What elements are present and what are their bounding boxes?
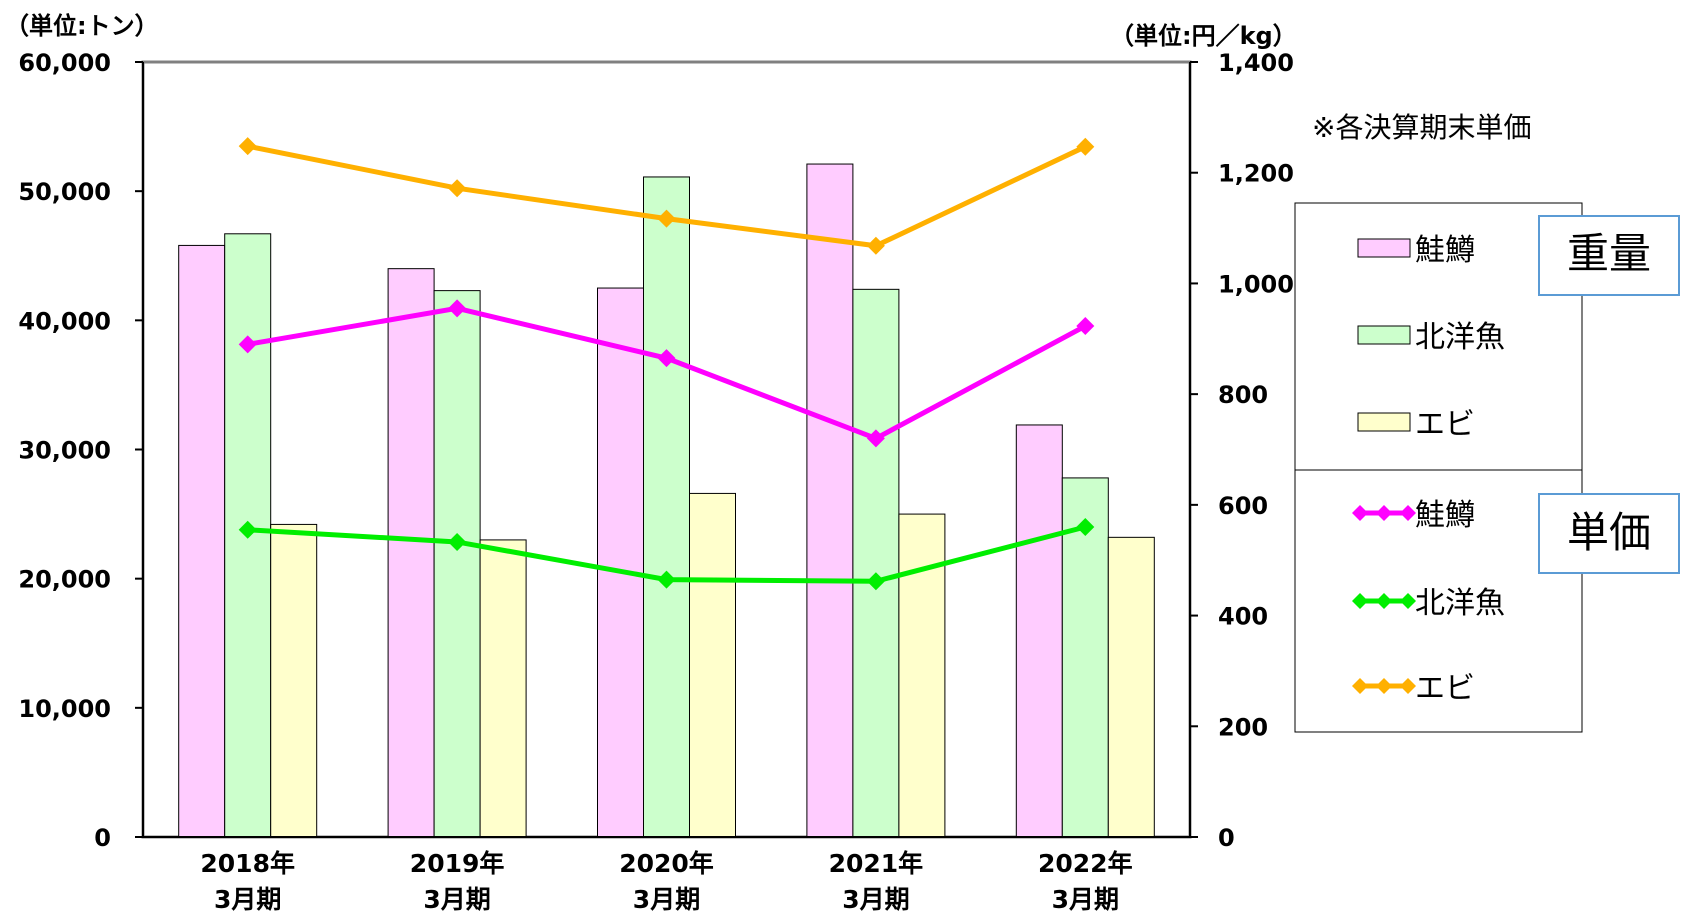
left-tick-label: 20,000	[18, 566, 111, 594]
right-tick-label: 1,000	[1218, 270, 1294, 298]
bar-3-5	[1107, 536, 1155, 838]
price-point-1-5	[1076, 317, 1095, 336]
x-axis-ticks: 2018年 3月期 2019年 3月期 2020年 3月期 2021年 3月期 2022年 3月期	[200, 849, 1132, 914]
bar-2-2	[433, 290, 481, 838]
price-point-3-5	[1076, 137, 1095, 156]
legend-swatch-bar-2	[1357, 325, 1411, 345]
price-point-2-4	[866, 572, 885, 591]
right-tick-label: 400	[1218, 603, 1268, 631]
bar-3-1	[270, 523, 318, 838]
legend-marker	[1376, 678, 1392, 694]
left-tick-label: 40,000	[18, 307, 111, 335]
left-tick-label: 30,000	[18, 437, 111, 465]
left-axis-ticks: 0 10,000 20,000 30,000 40,000 50,000 60,000	[18, 49, 143, 852]
x-tick-label: 2020年 3月期	[619, 849, 714, 914]
legend-group-price-label: 単価	[1567, 508, 1651, 557]
right-tick-label: 600	[1218, 492, 1268, 520]
legend-marker	[1376, 593, 1392, 609]
bar-1-2	[387, 268, 435, 838]
right-tick-label: 0	[1218, 824, 1235, 852]
legend-marker	[1400, 678, 1416, 694]
legend-box	[1294, 202, 1583, 733]
bar-3-4	[898, 513, 946, 838]
legend-swatch-bar-1	[1357, 238, 1411, 258]
x-tick-label: 2022年 3月期	[1038, 849, 1133, 914]
legend-marker	[1400, 505, 1416, 521]
left-tick-label: 10,000	[18, 695, 111, 723]
legend-swatch-bar-3	[1357, 412, 1411, 432]
price-point-1-2	[448, 299, 467, 318]
bar-3-3	[689, 492, 736, 838]
legend-group-weight-label: 重量	[1567, 229, 1651, 278]
bar-1-1	[178, 244, 226, 838]
legend-marker	[1376, 505, 1392, 521]
price-point-3-3	[657, 209, 676, 228]
price-point-1-4	[866, 429, 885, 448]
bar-3-2	[479, 539, 527, 838]
legend-label-bar-3: エビ	[1415, 407, 1475, 442]
right-axis-unit-label: （単位:円／kg）	[1110, 22, 1297, 50]
legend-marker	[1352, 505, 1368, 521]
legend-marker	[1352, 593, 1368, 609]
price-note: ※各決算期末単価	[1312, 111, 1531, 144]
legend-group-price-box	[1538, 493, 1680, 574]
price-point-2-2	[448, 532, 467, 551]
left-tick-label: 50,000	[18, 178, 111, 206]
lines-layer	[238, 137, 1095, 591]
right-tick-label: 1,400	[1218, 49, 1294, 77]
price-point-3-1	[238, 137, 257, 156]
legend-marker	[1400, 593, 1416, 609]
price-point-3-4	[866, 236, 885, 255]
price-point-2-1	[238, 520, 257, 539]
legend-marker	[1352, 678, 1368, 694]
left-tick-label: 0	[94, 824, 111, 852]
x-tick-label: 2019年 3月期	[410, 849, 505, 914]
right-tick-label: 800	[1218, 381, 1268, 409]
legend-label-line-3: エビ	[1415, 671, 1475, 706]
bar-1-3	[597, 287, 644, 838]
right-axis-ticks: 0 200 400 600 800 1,000 1,200 1,400	[1190, 49, 1294, 852]
price-point-2-5	[1076, 518, 1095, 536]
legend-label-line-2: 北洋魚	[1415, 586, 1505, 621]
bar-2-3	[643, 176, 690, 838]
price-point-2-3	[657, 570, 676, 589]
right-tick-label: 1,200	[1218, 160, 1294, 188]
price-point-1-1	[238, 335, 257, 354]
x-tick-label: 2018年 3月期	[200, 849, 295, 914]
legend-group-weight-box	[1538, 215, 1680, 296]
legend-label-bar-2: 北洋魚	[1415, 320, 1505, 355]
left-axis-unit-label: （単位:トン）	[5, 12, 159, 40]
bar-1-5	[1015, 424, 1063, 838]
legend-label-line-1: 鮭鱒	[1415, 498, 1475, 533]
bar-2-4	[852, 288, 900, 838]
bar-1-4	[806, 163, 854, 838]
x-tick-label: 2021年 3月期	[829, 849, 924, 914]
left-tick-label: 60,000	[18, 49, 111, 77]
price-point-3-2	[448, 179, 467, 198]
right-tick-label: 200	[1218, 713, 1268, 741]
price-point-1-3	[657, 349, 676, 368]
bars-layer	[178, 163, 1155, 838]
legend-label-bar-1: 鮭鱒	[1415, 233, 1475, 268]
